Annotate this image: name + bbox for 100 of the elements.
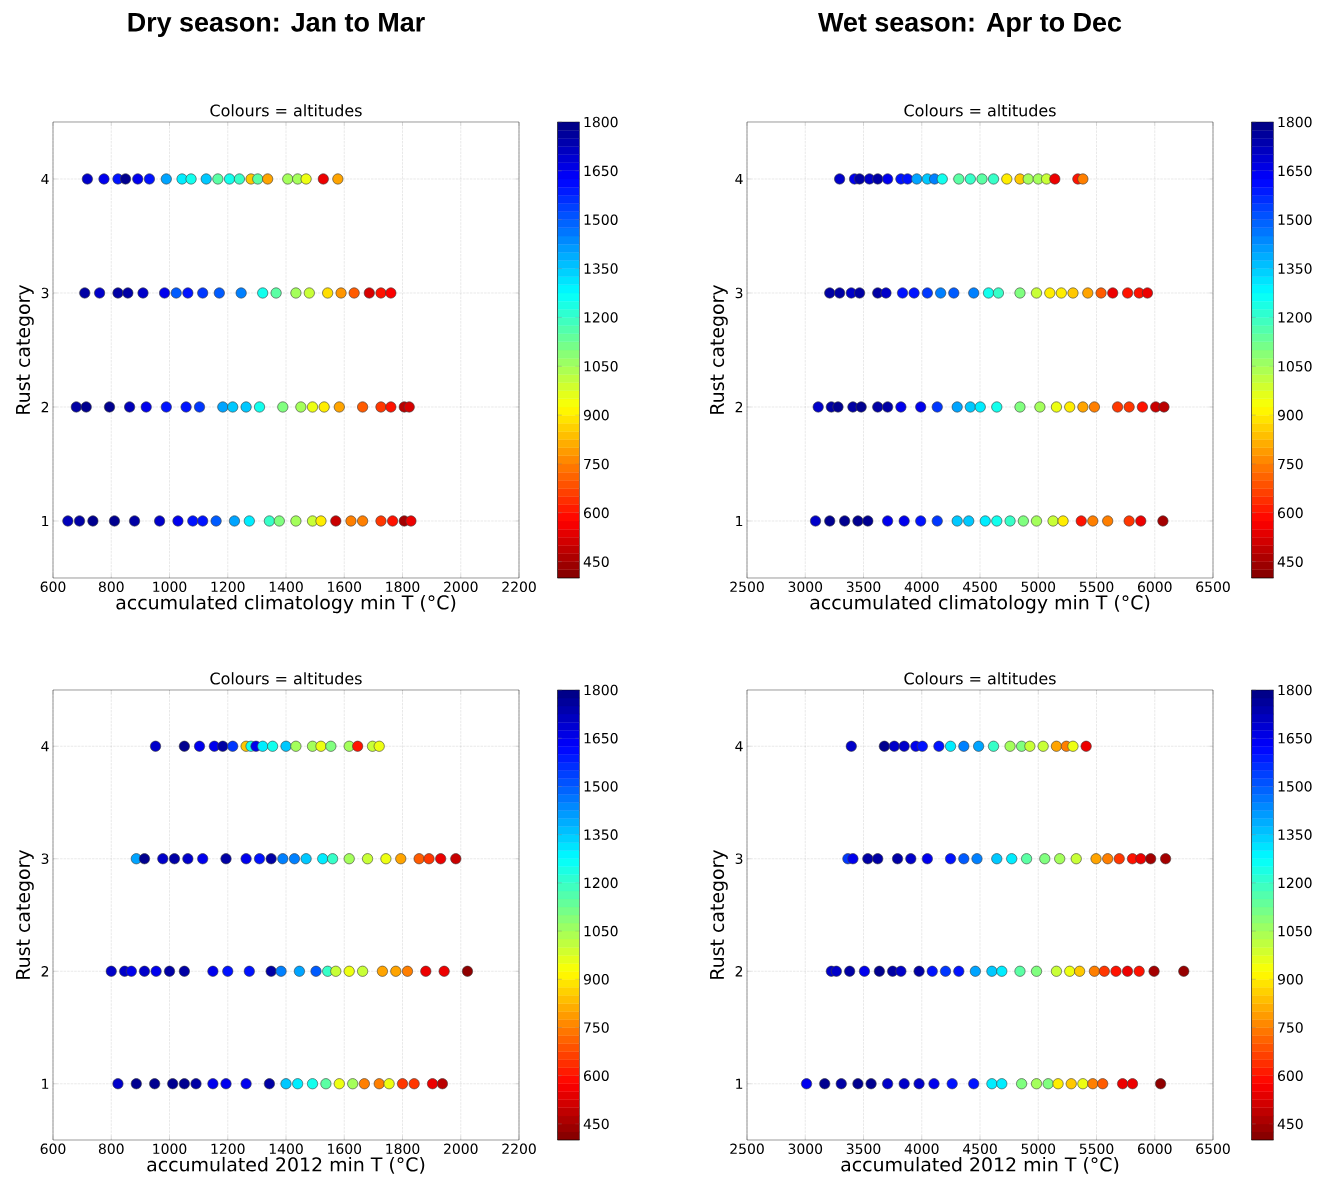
color-bar-label: 1050 [584, 925, 618, 937]
x-tick-label: 2000 [444, 1143, 478, 1155]
x-tick-label: 5000 [1021, 581, 1056, 593]
color-bar-label: 1350 [1278, 263, 1312, 274]
color-bar-label: 1200 [584, 877, 618, 889]
y-tick-label: 1 [736, 1078, 743, 1089]
y-tick-label: 2 [41, 966, 49, 977]
color-bar-label: 900 [583, 974, 609, 985]
y-tick-label: 2 [735, 966, 743, 977]
x-tick-label: 800 [98, 581, 124, 593]
color-bar-label: 600 [584, 507, 609, 519]
y-tick-label: 4 [41, 741, 49, 752]
x-tick-label: 5000 [1021, 1143, 1056, 1155]
color-bar-label: 1800 [1278, 116, 1312, 128]
chart-title: Colours = altitudes [210, 672, 362, 685]
color-bar-label: 600 [584, 1070, 609, 1081]
color-bar-label: 450 [1277, 1118, 1303, 1130]
color-bar-label: 450 [583, 556, 609, 567]
y-tick-label: 2 [735, 401, 743, 413]
color-bar-label: 900 [1277, 409, 1303, 421]
color-bar-label: 1650 [584, 165, 618, 177]
x-tick-label: 2500 [730, 1143, 764, 1155]
x-tick-label: 2000 [444, 581, 478, 593]
chart-title: Dry season: Jan to Mar [128, 12, 425, 38]
color-bar-label: 1500 [1278, 214, 1312, 225]
y-axis-title: Rust category [710, 284, 728, 414]
y-tick-label: 3 [41, 287, 49, 299]
x-tick-label: 4000 [904, 581, 939, 593]
y-tick-label: 1 [736, 515, 743, 527]
x-tick-label: 6000 [1137, 581, 1172, 593]
color-bar-label: 1650 [584, 732, 618, 744]
color-bar-label: 1050 [1278, 925, 1312, 937]
x-tick-label: 1800 [386, 581, 420, 593]
y-tick-label: 1 [42, 1078, 49, 1089]
y-axis-title: Rust category [16, 284, 34, 414]
x-tick-label: 600 [40, 1143, 66, 1155]
color-bar-label: 900 [1277, 974, 1303, 985]
x-tick-label: 1000 [153, 1143, 187, 1155]
x-tick-label: 1400 [269, 581, 303, 593]
color-bar-label: 600 [1278, 507, 1303, 519]
y-tick-label: 4 [41, 173, 49, 185]
y-tick-label: 3 [735, 287, 743, 299]
x-tick-label: 1000 [153, 581, 187, 593]
color-bar-label: 1500 [584, 214, 618, 225]
x-tick-label: 600 [40, 581, 66, 593]
y-axis-title: Rust category [16, 849, 34, 979]
y-axis-title: Rust category [710, 849, 728, 979]
y-tick-label: 4 [735, 741, 743, 752]
x-tick-label: 4000 [904, 1143, 939, 1155]
x-axis-title: accumulated climatology min T (°C) [810, 594, 1150, 614]
x-tick-label: 5500 [1079, 581, 1114, 593]
color-bar-label: 1500 [584, 781, 618, 792]
x-tick-label: 1200 [211, 1143, 245, 1155]
y-tick-label: 2 [41, 401, 49, 413]
color-bar-label: 1500 [1278, 781, 1312, 792]
y-tick-label: 3 [735, 853, 743, 865]
color-bar-label: 1050 [1278, 360, 1312, 372]
y-tick-label: 1 [42, 515, 49, 527]
x-tick-label: 4500 [962, 1143, 997, 1155]
color-bar-label: 1650 [1278, 732, 1312, 744]
color-bar-label: 750 [584, 458, 609, 470]
color-bar-label: 450 [1277, 556, 1303, 567]
color-bar-label: 1350 [584, 263, 618, 274]
x-tick-label: 1400 [269, 1143, 303, 1155]
color-bar-label: 450 [583, 1118, 609, 1130]
chart-subtitle: Colours = altitudes [904, 104, 1056, 117]
x-tick-label: 1600 [328, 581, 362, 593]
x-tick-label: 2200 [502, 1143, 536, 1155]
color-bar-label: 1050 [584, 360, 618, 372]
x-tick-label: 800 [98, 1143, 124, 1155]
color-bar-label: 1200 [584, 312, 618, 323]
x-tick-label: 2500 [730, 581, 764, 593]
color-bar-label: 1350 [1278, 829, 1312, 840]
x-axis-title: accumulated 2012 min T (°C) [147, 1156, 425, 1174]
color-bar-label: 750 [1278, 458, 1303, 470]
color-bar-label: 1200 [1278, 877, 1312, 889]
chart-title: Wet season: Apr to Dec [818, 12, 1122, 38]
color-bar-label: 1800 [584, 116, 618, 128]
x-tick-label: 6500 [1196, 581, 1230, 593]
color-bar-label: 900 [583, 409, 609, 421]
color-bar-label: 750 [584, 1022, 609, 1033]
color-bar-label: 600 [1278, 1070, 1303, 1081]
color-bar-label: 1800 [1278, 684, 1312, 696]
x-tick-label: 1800 [386, 1143, 420, 1155]
x-axis-title: accumulated 2012 min T (°C) [841, 1156, 1119, 1174]
x-axis-title: accumulated climatology min T (°C) [116, 594, 456, 614]
color-bar-label: 1200 [1278, 312, 1312, 323]
x-tick-label: 3500 [846, 581, 881, 593]
color-bar-label: 750 [1278, 1022, 1303, 1033]
y-tick-label: 3 [41, 853, 49, 865]
x-tick-label: 5500 [1079, 1143, 1114, 1155]
x-tick-label: 4500 [962, 581, 997, 593]
color-bar-label: 1800 [584, 684, 618, 696]
x-tick-label: 1600 [328, 1143, 362, 1155]
chart-title: Colours = altitudes [904, 672, 1056, 685]
x-tick-label: 2200 [502, 581, 536, 593]
chart-subtitle: Colours = altitudes [210, 104, 362, 117]
x-tick-label: 1200 [211, 581, 245, 593]
x-tick-label: 3000 [788, 581, 823, 593]
x-tick-label: 3500 [846, 1143, 881, 1155]
